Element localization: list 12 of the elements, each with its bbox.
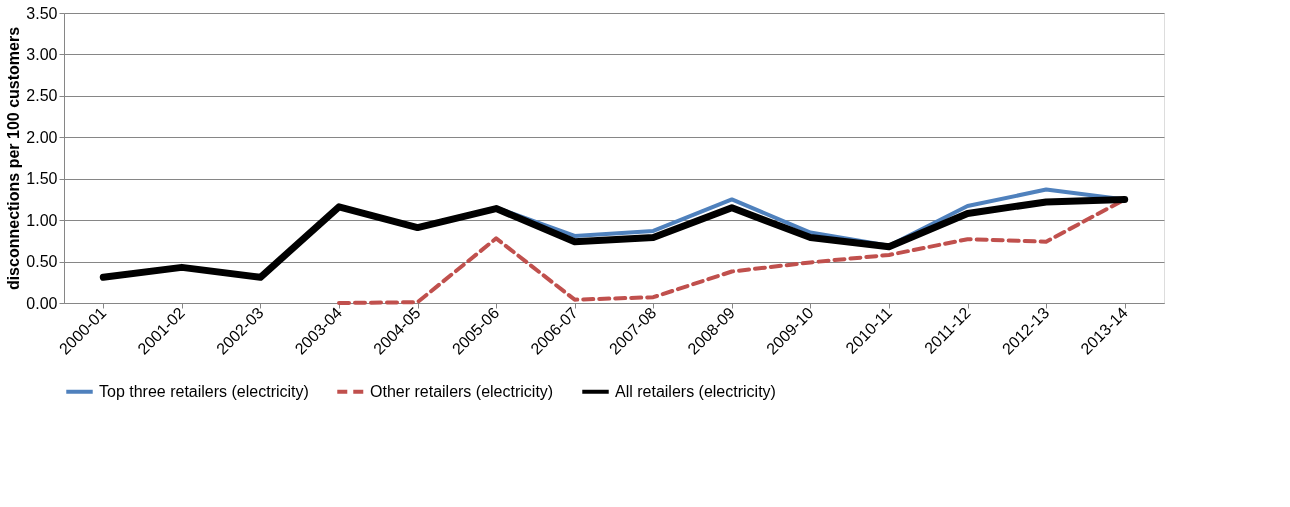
y-tick-label: 2.00 bbox=[26, 128, 58, 146]
y-tick-label: 1.50 bbox=[26, 170, 58, 188]
legend-label: Other retailers (electricity) bbox=[370, 382, 554, 400]
y-tick-label: 2.50 bbox=[26, 87, 58, 105]
y-tick-label: 0.00 bbox=[26, 294, 58, 312]
y-tick-label: 3.50 bbox=[26, 4, 58, 22]
legend-label: All retailers (electricity) bbox=[615, 382, 776, 400]
y-tick-label: 1.00 bbox=[26, 211, 58, 229]
y-axis-title: disconnections per 100 customers bbox=[5, 26, 23, 291]
y-tick-label: 0.50 bbox=[26, 253, 58, 271]
y-tick-label: 3.00 bbox=[26, 45, 58, 63]
legend-label: Top three retailers (electricity) bbox=[99, 382, 309, 400]
